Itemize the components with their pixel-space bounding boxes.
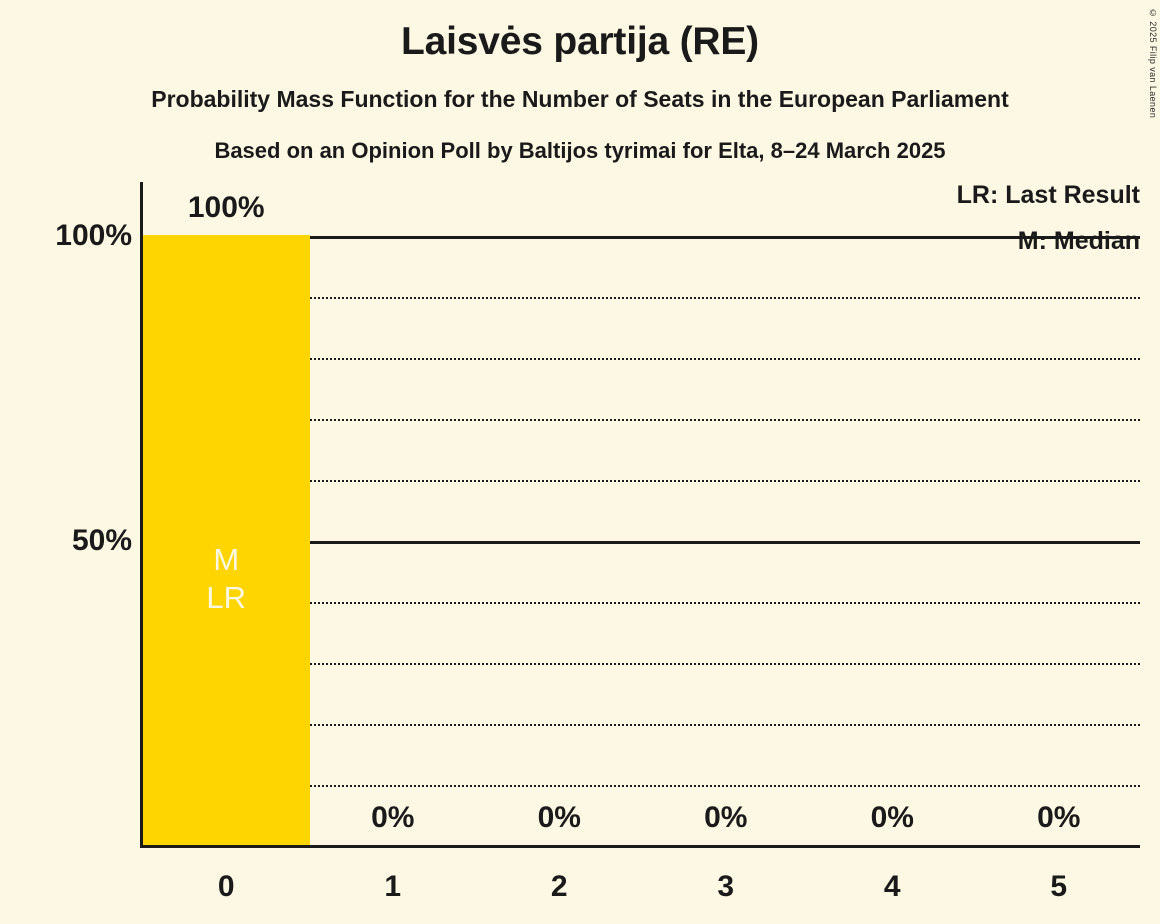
gridline-70: [305, 419, 1140, 421]
bar-marker-group: M LR: [143, 541, 310, 617]
x-tick-4: 4: [883, 870, 901, 903]
y-tick-50: 50%: [71, 524, 132, 557]
x-axis-line: [140, 845, 1140, 848]
copyright-notice: © 2025 Filip van Laenen: [1148, 8, 1158, 119]
gridline-10: [305, 785, 1140, 787]
gridline-40: [305, 602, 1140, 604]
bar-series: M LR: [143, 182, 1140, 848]
y-tick-100: 100%: [55, 219, 132, 252]
chart-source-line: Based on an Opinion Poll by Baltijos tyr…: [214, 138, 946, 163]
gridline-100: [305, 236, 1140, 239]
bar-value-label-1: 0%: [371, 801, 415, 834]
gridline-30: [305, 663, 1140, 665]
x-tick-5: 5: [1050, 870, 1068, 903]
gridline-60: [305, 480, 1140, 482]
bar-value-label-4: 0%: [870, 801, 914, 834]
bar-value-label-3: 0%: [704, 801, 748, 834]
chart-subtitle: Probability Mass Function for the Number…: [151, 86, 1009, 112]
median-marker: M: [213, 542, 240, 577]
legend-item-last-result: LR: Last Result: [956, 181, 1140, 209]
bar-seat-0[interactable]: M LR: [143, 235, 310, 845]
chart-legend: LR: Last Result M: Median: [957, 183, 1140, 254]
gridlines: [305, 236, 1140, 846]
gridline-80: [305, 358, 1140, 360]
legend-item-median: M: Median: [1017, 227, 1140, 255]
x-tick-0: 0: [217, 870, 235, 903]
x-tick-1: 1: [384, 870, 402, 903]
last-result-marker: LR: [206, 579, 247, 615]
plot-area: M LR: [140, 182, 1140, 848]
gridline-50: [305, 541, 1140, 544]
x-tick-2: 2: [550, 870, 568, 903]
bar-value-label-5: 0%: [1037, 801, 1081, 834]
page-title: Laisvės partija (RE): [401, 20, 759, 63]
x-tick-3: 3: [717, 870, 735, 903]
gridline-20: [305, 724, 1140, 726]
bar-value-label-2: 0%: [537, 801, 581, 834]
gridline-90: [305, 297, 1140, 299]
y-axis-line: [140, 182, 143, 848]
bar-value-label-0: 100%: [187, 191, 265, 224]
